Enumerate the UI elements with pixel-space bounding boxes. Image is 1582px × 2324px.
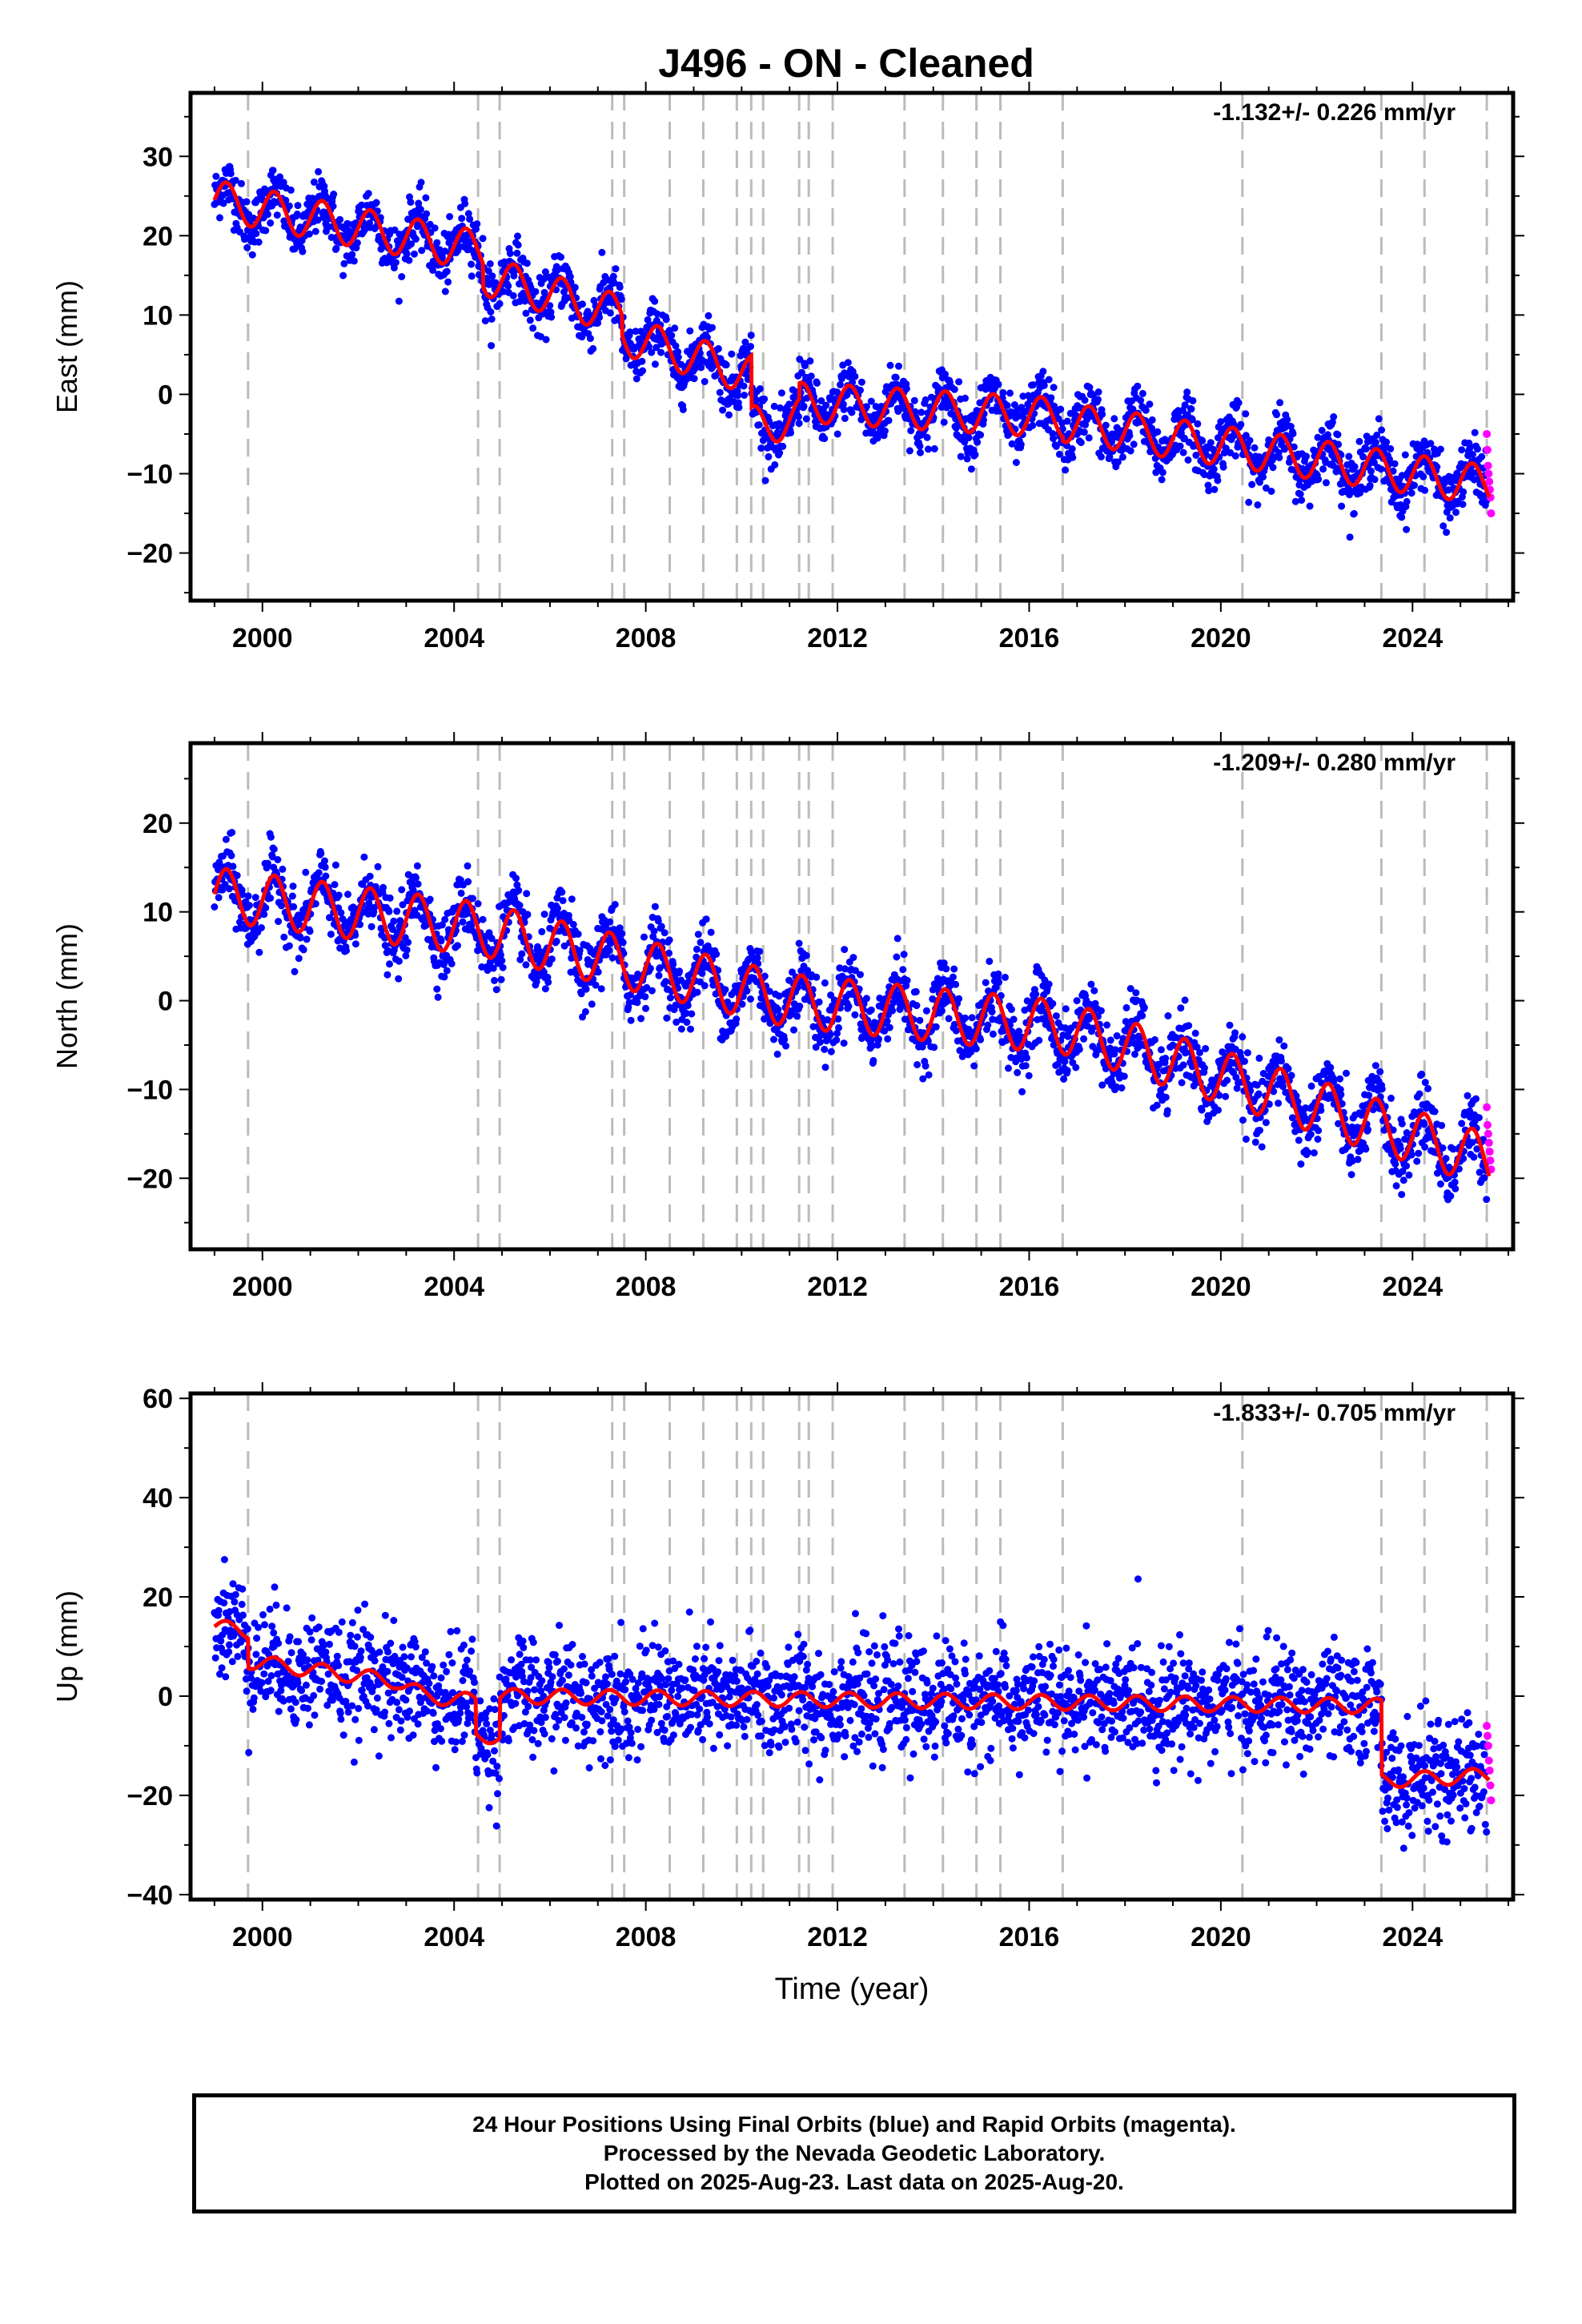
x-tick-label: 2012 — [807, 1272, 868, 1302]
x-tick-label: 2000 — [232, 1922, 293, 1952]
y-tick-label: −10 — [126, 1075, 173, 1105]
x-tick-label: 2020 — [1191, 623, 1251, 653]
footer-line-3: Plotted on 2025-Aug-23. Last data on 202… — [584, 2169, 1124, 2194]
rapid-orbit-point — [1483, 1103, 1492, 1112]
x-tick-label: 2024 — [1382, 623, 1443, 653]
x-tick-label: 2000 — [232, 623, 293, 653]
rapid-orbit-point — [1485, 477, 1494, 486]
model-line — [212, 866, 1492, 1177]
model-line — [212, 180, 1492, 502]
y-tick-label: 40 — [143, 1483, 173, 1514]
y-tick-label: −20 — [126, 1781, 173, 1811]
y-tick-label: 10 — [143, 300, 173, 331]
y-tick-label: 20 — [143, 809, 173, 839]
y-tick-label: −20 — [126, 539, 173, 569]
y-tick-label: −20 — [126, 1164, 173, 1194]
y-tick-label: 0 — [158, 987, 173, 1017]
rapid-orbit-point — [1483, 1120, 1492, 1129]
panel-2: 2000 2004 2008 2012 2016 2020 2024 −20 −10 0 10 20 N… — [50, 732, 1524, 1302]
y-tick-label: 30 — [143, 142, 173, 172]
rate-label: -1.209+/- 0.280 mm/yr — [1213, 750, 1456, 776]
y-tick-label: 10 — [143, 898, 173, 928]
rapid-orbit-point — [1483, 429, 1492, 438]
rapid-orbit-point — [1484, 469, 1493, 478]
y-axis-label: Up (mm) — [50, 1590, 83, 1703]
x-tick-label: 2024 — [1382, 1922, 1443, 1952]
y-tick-label: 20 — [143, 1582, 173, 1613]
rapid-orbit-point — [1483, 1722, 1492, 1731]
x-tick-label: 2004 — [424, 1272, 484, 1302]
x-tick-label: 2008 — [616, 623, 677, 653]
plot-frame — [188, 741, 1516, 1252]
footer-line-2: Processed by the Nevada Geodetic Laborat… — [603, 2141, 1106, 2165]
x-tick-label: 2012 — [807, 623, 868, 653]
rate-label: -1.833+/- 0.705 mm/yr — [1213, 1400, 1456, 1426]
rapid-orbit-point — [1484, 1741, 1492, 1750]
x-tick-label: 2008 — [616, 1922, 677, 1952]
x-axis-label: Time (year) — [775, 1972, 930, 2006]
final-orbit-points — [211, 163, 1491, 541]
chart-title: J496 - ON - Cleaned — [658, 41, 1034, 86]
model-line — [213, 1618, 1491, 1789]
x-tick-label: 2004 — [424, 623, 484, 653]
x-tick-label: 2024 — [1382, 1272, 1443, 1302]
panels: 2000 2004 2008 2012 2016 2020 2024−20−10010203… — [50, 82, 1524, 2006]
y-axis-label: North (mm) — [50, 923, 83, 1069]
y-axis-label: East (mm) — [50, 280, 83, 413]
y-tick-label: −10 — [126, 460, 173, 490]
rapid-orbit-point — [1486, 1781, 1495, 1790]
rapid-orbit-point — [1484, 461, 1492, 470]
rapid-orbit-point — [1487, 1796, 1496, 1805]
panel-1: 2000 2004 2008 2012 2016 2020 2024 −20 −10 0 10 20 3… — [50, 82, 1524, 653]
x-tick-label: 2012 — [807, 1922, 868, 1952]
y-tick-label: 0 — [158, 1682, 173, 1712]
rapid-orbit-point — [1485, 1148, 1494, 1156]
x-tick-label: 2016 — [999, 1922, 1060, 1952]
y-tick-label: 0 — [158, 380, 173, 410]
x-tick-label: 2016 — [999, 623, 1060, 653]
footer-box: 24 Hour Positions Using Final Orbits (bl… — [192, 2093, 1516, 2213]
rapid-orbit-point — [1484, 1756, 1493, 1765]
footer-line-1: 24 Hour Positions Using Final Orbits (bl… — [472, 2112, 1236, 2137]
x-tick-label: 2008 — [616, 1272, 677, 1302]
x-tick-label: 2004 — [424, 1922, 484, 1952]
plot-frame — [188, 90, 1516, 603]
y-tick-label: −40 — [126, 1880, 173, 1911]
rapid-orbit-point — [1483, 445, 1492, 454]
plot-area — [211, 1393, 1496, 1900]
rapid-orbit-point — [1486, 1156, 1495, 1165]
rapid-orbit-point — [1483, 1731, 1492, 1740]
x-tick-label: 2020 — [1191, 1922, 1251, 1952]
rapid-orbit-point — [1484, 1138, 1493, 1147]
x-tick-label: 2000 — [232, 1272, 293, 1302]
rapid-orbit-point — [1487, 509, 1496, 518]
x-tick-label: 2020 — [1191, 1272, 1251, 1302]
plot-area — [211, 93, 1496, 601]
rapid-orbit-point — [1484, 1129, 1492, 1138]
rapid-orbit-point — [1485, 1766, 1494, 1775]
panel-3: 2000 2004 2008 2012 2016 2020 2024 −40 −20 0 20 40 6… — [50, 1382, 1524, 2006]
y-tick-label: 20 — [143, 221, 173, 251]
rate-label: -1.132+/- 0.226 mm/yr — [1213, 99, 1456, 126]
final-orbit-points — [211, 1556, 1491, 1852]
final-orbit-points — [211, 829, 1491, 1204]
plot-area — [211, 743, 1496, 1249]
x-tick-label: 2016 — [999, 1272, 1060, 1302]
y-tick-label: 60 — [143, 1384, 173, 1414]
